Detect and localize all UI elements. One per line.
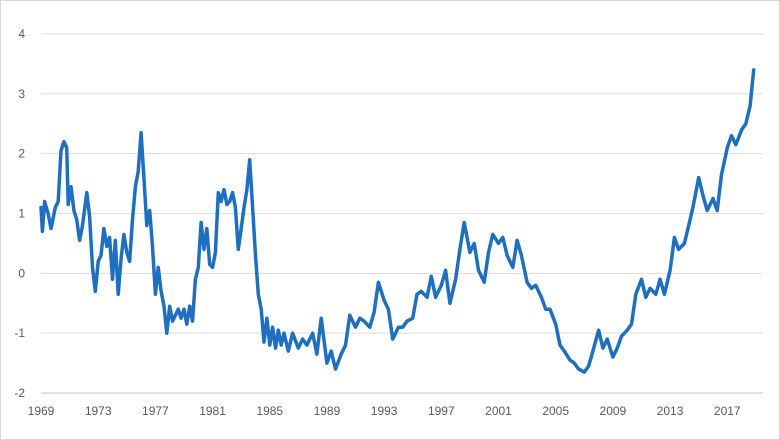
y-tick-label: 3 [18, 87, 25, 101]
x-tick-label: 2013 [657, 404, 684, 418]
x-tick-label: 2009 [600, 404, 627, 418]
series-line [39, 68, 756, 374]
x-tick-label: 2001 [485, 404, 512, 418]
y-tick-label: 0 [18, 266, 25, 280]
x-tick-label: 2005 [542, 404, 569, 418]
x-tick-label: 1985 [256, 404, 283, 418]
x-tick-label: 1993 [371, 404, 398, 418]
x-tick-label: 1977 [142, 404, 169, 418]
y-axis-ticks: -2 -1 0 1 2 3 4 [14, 27, 25, 400]
x-tick-label: 1989 [314, 404, 341, 418]
y-tick-label: 2 [18, 147, 25, 161]
y-tick-label: -1 [14, 326, 25, 340]
x-tick-label: 1973 [85, 404, 112, 418]
series-layer [39, 68, 756, 374]
x-tick-label: 1969 [28, 404, 55, 418]
y-tick-label: -2 [14, 386, 25, 400]
grid-lines [41, 33, 763, 394]
x-tick-label: 2017 [714, 404, 741, 418]
x-tick-label: 1997 [428, 404, 455, 418]
x-tick-label: 1981 [199, 404, 226, 418]
y-tick-label: 4 [18, 27, 25, 41]
y-tick-label: 1 [18, 207, 25, 221]
x-axis-ticks: 1969 1973 1977 1981 1985 1989 1993 1997 2001 2005… [28, 404, 741, 418]
